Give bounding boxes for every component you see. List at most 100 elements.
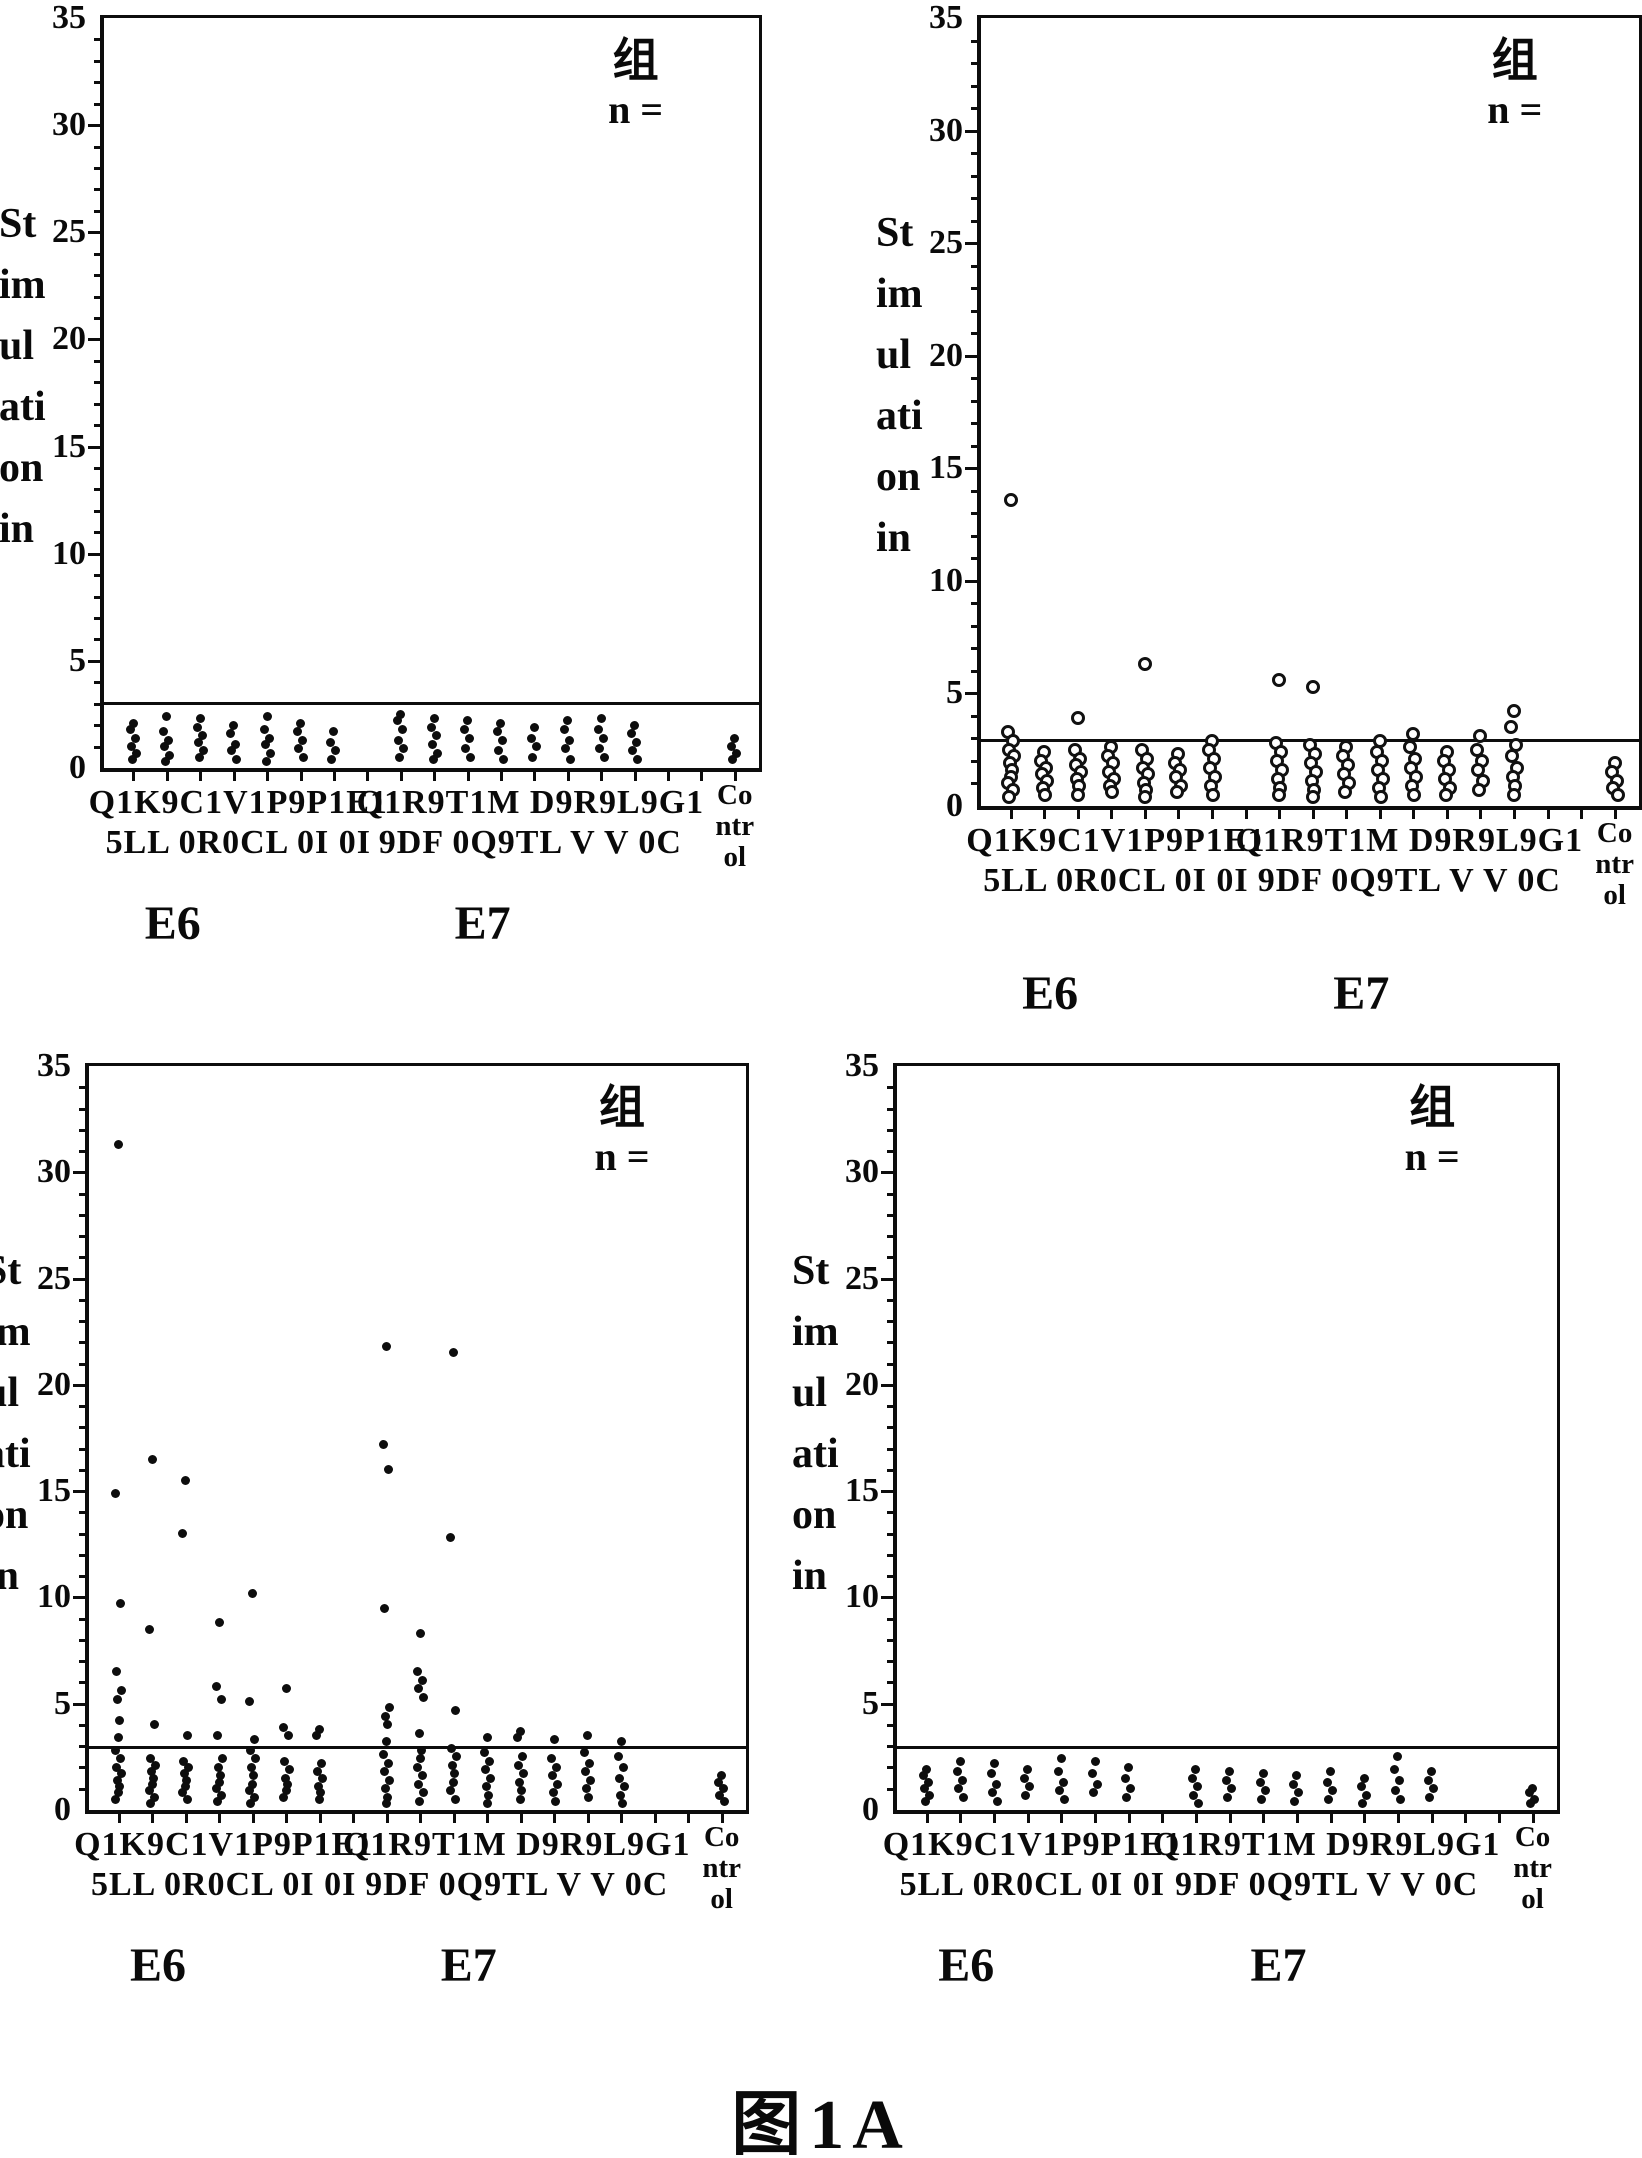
data-point [526,733,536,743]
data-point [1328,1786,1338,1796]
y-axis-tick-label: 10 [929,561,963,599]
y-axis-minor-tick [887,1192,894,1196]
legend-group-label: 组 [599,1082,646,1134]
data-point [1472,783,1487,798]
y-axis-minor-tick [971,309,978,313]
x-axis-tick [1363,1810,1367,1823]
y-axis-minor-tick [971,197,978,201]
y-axis-title-line: St [0,201,37,248]
data-point [381,1711,391,1721]
y-axis-minor-tick [79,1405,86,1409]
data-point [415,1754,425,1764]
data-point [415,1629,425,1639]
x-axis-tick [165,768,169,781]
y-axis-title-line: ati [792,1430,839,1477]
y-axis-major-tick [88,659,101,663]
y-axis-minor-tick [887,1723,894,1727]
data-point [465,733,475,743]
y-axis-minor-tick [971,782,978,786]
data-point [1260,1786,1270,1796]
y-axis-minor-tick [971,759,978,763]
data-point [1294,1788,1304,1798]
y-axis-minor-tick [971,602,978,606]
data-point [1054,1786,1064,1796]
data-point [312,1731,322,1741]
y-axis-title-line: ul [792,1369,828,1416]
y-axis-tick-label: 30 [37,1153,71,1191]
data-point [1124,1762,1134,1772]
data-point [460,724,470,734]
y-axis-minor-tick [94,274,101,278]
data-point [1324,1794,1334,1804]
data-point [115,1782,125,1792]
data-point [1356,1782,1366,1792]
x-axis-tick [486,1810,490,1823]
y-axis-tick-label: 25 [52,213,86,251]
x-tick-label-control: Co ntr ol [715,780,754,873]
data-point [114,1733,124,1743]
data-point [730,733,740,743]
x-axis-tick [1430,1810,1434,1823]
x-tick-label-control: Co ntr ol [1595,818,1634,911]
group-label-e6: E6 [144,897,201,950]
y-axis-minor-tick [79,1553,86,1557]
y-axis-minor-tick [79,1766,86,1770]
data-point [431,731,441,741]
data-point [494,746,504,756]
data-point [182,1775,192,1785]
y-axis-minor-tick [94,424,101,428]
data-point [1021,1790,1031,1800]
data-point [615,1790,625,1800]
data-point [952,1767,962,1777]
data-point [412,1667,422,1677]
data-point [385,1703,395,1713]
x-axis-tick [993,1810,997,1823]
data-point [1396,1794,1406,1804]
data-point [599,752,609,762]
data-point [181,1476,191,1485]
y-axis-minor-tick [79,1320,86,1324]
data-point [265,748,275,758]
x-axis-tick [1060,1810,1064,1823]
y-axis-major-tick [965,242,978,246]
data-point [1126,1784,1136,1794]
x-axis-tick [1329,1810,1333,1823]
data-point [529,722,539,732]
y-axis-minor-tick [79,1426,86,1430]
data-point [112,1762,122,1772]
y-axis-minor-tick [971,624,978,628]
x-axis-tick [318,1810,322,1823]
y-axis-minor-tick [887,1341,894,1345]
data-point [131,748,141,758]
y-axis-major-tick [881,1596,894,1600]
y-axis-minor-tick [887,1128,894,1132]
x-tick-label-control-line: ntr [715,810,755,842]
y-axis-minor-tick [971,332,978,336]
data-point [1222,1775,1232,1785]
data-point [516,1726,526,1736]
x-axis-tick [1546,806,1550,819]
data-point [149,1792,159,1802]
data-point [193,737,203,747]
y-axis-major-tick [73,1171,86,1175]
y-axis-minor-tick [79,1617,86,1621]
y-axis-minor-tick [94,59,101,63]
y-axis-minor-tick [971,219,978,223]
y-axis-tick-label: 20 [929,336,963,374]
data-point [298,735,307,745]
data-point [418,1692,428,1702]
x-axis-tick [452,1810,456,1823]
x-axis-tick [1512,806,1516,819]
data-point [1092,1779,1102,1789]
data-point [519,1769,529,1779]
x-axis-tick [1244,806,1248,819]
data-point [1020,1773,1030,1783]
data-point [117,1769,127,1779]
y-axis-tick-label: 15 [37,1472,71,1510]
y-axis-minor-tick [971,512,978,516]
data-point [1090,1756,1100,1766]
data-point [144,1786,154,1796]
data-point [499,754,509,764]
x-tick-label-control-line: Co [717,779,753,811]
x-axis-tick [733,768,737,781]
